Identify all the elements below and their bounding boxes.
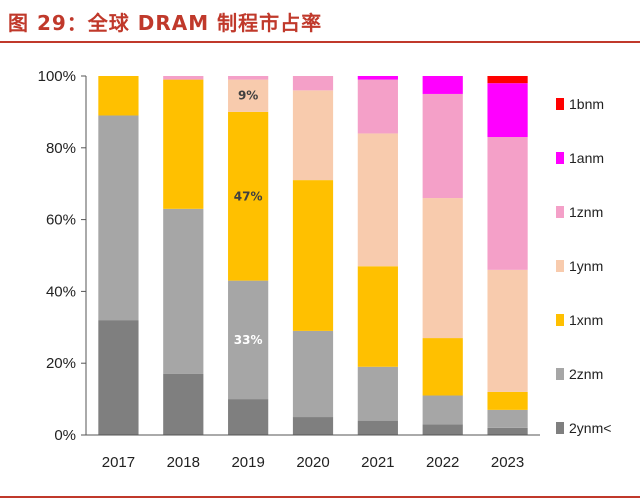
bar-2022-2znm bbox=[422, 395, 463, 425]
y-tick-label: 100% bbox=[38, 68, 76, 85]
legend-swatch-1znm bbox=[556, 206, 564, 218]
bar-2023-1xnm bbox=[487, 391, 528, 410]
bar-2021-1anm bbox=[357, 76, 398, 80]
x-tick-label: 2018 bbox=[167, 454, 200, 471]
bar-2020-2ynm bbox=[292, 417, 334, 435]
legend-label-1anm: 1anm bbox=[569, 150, 604, 166]
bar-2021-1xnm bbox=[357, 266, 398, 367]
bar-2022-1anm bbox=[422, 76, 463, 94]
bar-2017-2znm bbox=[98, 115, 139, 321]
title-rule bbox=[0, 41, 640, 43]
y-tick-label: 0% bbox=[54, 427, 76, 444]
bar-2023-2ynm bbox=[487, 427, 528, 435]
bottom-rule bbox=[0, 496, 640, 498]
x-tick-label: 2021 bbox=[361, 454, 394, 471]
bar-2021-2ynm bbox=[357, 420, 398, 435]
bar-2023-1anm bbox=[487, 83, 528, 138]
bar-2017-2ynm bbox=[98, 320, 139, 435]
bar-2019-2ynm bbox=[228, 399, 269, 435]
bar-2022-1ynm bbox=[422, 198, 463, 339]
legend-label-1bnm: 1bnm bbox=[569, 96, 604, 112]
bar-2023-2znm bbox=[487, 409, 528, 428]
bar-2022-1znm bbox=[422, 93, 463, 199]
bar-2018-1xnm bbox=[163, 79, 204, 209]
stacked-bar-chart: 0%20%40%60%80%100% 2017 2018 2019 2020 2021 2… bbox=[38, 68, 612, 471]
legend-label-2znm: 2znm bbox=[569, 366, 603, 382]
y-tick-label: 40% bbox=[46, 283, 76, 300]
data-label: 47% bbox=[234, 189, 263, 203]
x-tick-label: 2022 bbox=[426, 454, 459, 471]
bar-2023-1bnm bbox=[487, 76, 528, 84]
legend-swatch-2znm bbox=[556, 368, 564, 380]
bar-2018-2ynm bbox=[163, 373, 204, 435]
bar-2019-1ynm bbox=[228, 79, 269, 112]
bar-2019-2znm bbox=[228, 280, 269, 400]
x-axis-ticks: 2017 2018 2019 2020 2021 2022 2023 bbox=[102, 454, 525, 471]
bar-2018-2znm bbox=[163, 208, 204, 374]
bar-2021-1znm bbox=[357, 79, 398, 134]
y-tick-label: 80% bbox=[46, 140, 76, 157]
bar-2020-1xnm bbox=[292, 180, 334, 331]
bars bbox=[98, 76, 528, 435]
axes bbox=[85, 76, 540, 436]
legend-swatch-1bnm bbox=[556, 98, 564, 110]
x-tick-label: 2023 bbox=[491, 454, 524, 471]
legend-label-2ynm: 2ynm< bbox=[569, 420, 611, 436]
bar-2021-1ynm bbox=[357, 133, 398, 267]
legend-swatch-1ynm bbox=[556, 260, 564, 272]
bar-2018-1znm bbox=[163, 76, 204, 80]
data-label: 9% bbox=[238, 89, 258, 103]
legend-label-1xnm: 1xnm bbox=[569, 312, 603, 328]
bar-2020-1znm bbox=[292, 76, 334, 91]
y-tick-label: 60% bbox=[46, 212, 76, 229]
data-label: 33% bbox=[234, 333, 263, 347]
bar-2019-1znm bbox=[228, 76, 269, 80]
bar-2023-1ynm bbox=[487, 269, 528, 392]
figure-title: 图 29：全球 DRAM 制程市占率 bbox=[8, 11, 323, 35]
bar-2020-2znm bbox=[292, 330, 334, 418]
bar-2023-1znm bbox=[487, 137, 528, 270]
legend-label-1znm: 1znm bbox=[569, 204, 603, 220]
bar-2019-1xnm bbox=[228, 111, 269, 281]
y-axis-ticks: 0% 20% 40% 60% 80% 100% bbox=[38, 68, 86, 444]
bar-2022-1xnm bbox=[422, 338, 463, 396]
legend-swatch-1anm bbox=[556, 152, 564, 164]
data-labels: 33% 47% 9% bbox=[234, 89, 263, 347]
legend-swatch-2ynm bbox=[556, 422, 564, 434]
y-tick-label: 20% bbox=[46, 355, 76, 372]
x-tick-label: 2019 bbox=[231, 454, 264, 471]
legend-swatch-1xnm bbox=[556, 314, 564, 326]
bar-2022-2ynm bbox=[422, 424, 463, 435]
x-tick-label: 2017 bbox=[102, 454, 135, 471]
bar-2020-1ynm bbox=[292, 90, 334, 181]
legend-label-1ynm: 1ynm bbox=[569, 258, 603, 274]
x-tick-label: 2020 bbox=[296, 454, 329, 471]
legend: 1bnm 1anm 1znm 1ynm 1xnm 2znm 2ynm< bbox=[556, 96, 611, 436]
bar-2021-2znm bbox=[357, 366, 398, 421]
bar-2017-1xnm bbox=[98, 76, 139, 116]
